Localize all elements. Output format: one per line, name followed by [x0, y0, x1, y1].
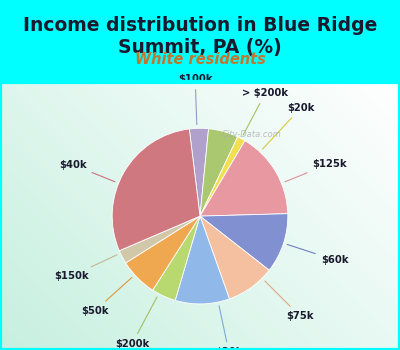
- Wedge shape: [200, 137, 245, 216]
- Text: Income distribution in Blue Ridge
Summit, PA (%): Income distribution in Blue Ridge Summit…: [23, 16, 377, 57]
- Wedge shape: [112, 129, 200, 251]
- Wedge shape: [153, 216, 200, 300]
- Text: $200k: $200k: [115, 297, 157, 349]
- Wedge shape: [200, 129, 238, 216]
- Text: $30k: $30k: [215, 306, 243, 350]
- Wedge shape: [126, 216, 200, 290]
- Text: $40k: $40k: [59, 160, 115, 182]
- Text: City-Data.com: City-Data.com: [222, 131, 281, 139]
- Text: $125k: $125k: [285, 159, 346, 182]
- Wedge shape: [119, 216, 200, 263]
- Wedge shape: [200, 214, 288, 270]
- Wedge shape: [175, 216, 230, 304]
- Text: $100k: $100k: [178, 74, 212, 125]
- Text: $150k: $150k: [54, 255, 117, 281]
- Wedge shape: [200, 216, 269, 299]
- Text: > $200k: > $200k: [242, 88, 288, 135]
- Wedge shape: [200, 141, 288, 216]
- Text: $50k: $50k: [81, 278, 132, 316]
- Wedge shape: [189, 128, 208, 216]
- Text: $20k: $20k: [262, 103, 314, 149]
- Text: White residents: White residents: [134, 52, 266, 68]
- Text: $75k: $75k: [265, 281, 314, 321]
- Text: $60k: $60k: [287, 244, 348, 265]
